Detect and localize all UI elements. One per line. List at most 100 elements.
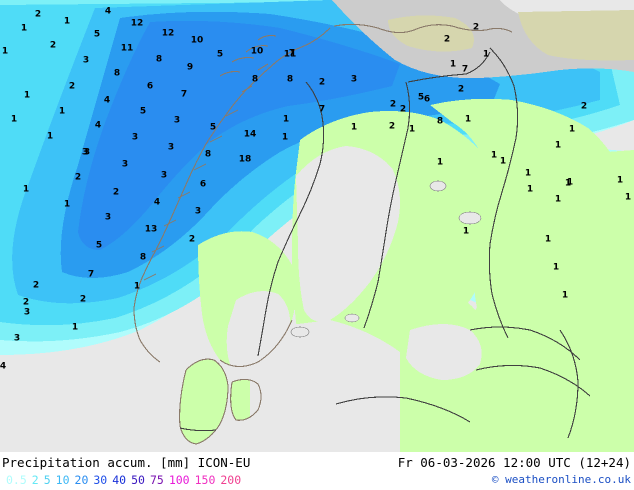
precip-value-label: 3 [160, 170, 168, 181]
precip-value-label: 1 [464, 114, 472, 125]
legend-tick-40: 40 [112, 473, 127, 487]
legend-tick-0.5: 0.5 [6, 473, 27, 487]
precip-value-label: 3 [350, 74, 358, 85]
precip-value-label: 2 [443, 34, 451, 45]
precip-value-label: 1 [23, 90, 31, 101]
precip-value-label: 3 [173, 115, 181, 126]
precip-value-label: 14 [243, 129, 257, 140]
precip-value-label: 7 [288, 48, 296, 59]
precip-value-label: 3 [121, 159, 129, 170]
precip-value-label: 7 [180, 89, 188, 100]
precip-value-label: 4 [103, 95, 111, 106]
precip-value-label: 7 [318, 104, 326, 115]
precip-value-label: 6 [199, 179, 207, 190]
precip-value-label: 8 [251, 74, 259, 85]
legend-tick-50: 50 [131, 473, 145, 487]
precip-value-label: 1 [436, 157, 444, 168]
precip-value-label: 2 [399, 104, 407, 115]
precip-value-label: 6 [423, 94, 431, 105]
precip-value-label: 12 [161, 28, 175, 39]
precipitation-map[interactable]: 2 4 1 12 12 1 5 10 2 11 10 1 11 3 8 9 7 8 6 2 7 5 8 4 1 5 8 3 1 5 1 4 3 3… [0, 0, 634, 452]
legend-tick-2: 2 [31, 473, 39, 487]
precip-value-label: 10 [250, 46, 264, 57]
precip-value-label: 1 [63, 16, 71, 27]
color-scale-legend: 0.5 2 5 10 20 30 40 50 75 100 150 200 [6, 473, 246, 487]
precip-value-label: 1 [58, 106, 66, 117]
precip-value-label: 4 [104, 6, 112, 17]
precip-value-label: 2 [32, 280, 40, 291]
precip-value-label: 2 [49, 40, 57, 51]
legend-tick-200: 200 [220, 473, 242, 487]
precip-value-label: 12 [130, 18, 144, 29]
precip-value-label: 1 [624, 192, 632, 203]
precip-value-label: 3 [82, 55, 90, 66]
precip-value-label: 7 [461, 64, 469, 75]
legend-tick-75: 75 [149, 473, 164, 487]
precip-value-label: 3 [167, 142, 175, 153]
precip-value-label: 1 [524, 168, 532, 179]
precip-value-label: 4 [153, 197, 161, 208]
precip-value-label: 3 [81, 147, 89, 158]
legend-tick-100: 100 [168, 473, 190, 487]
precip-value-label: 1 [408, 124, 416, 135]
precip-value-label: 2 [389, 99, 397, 110]
precip-value-label: 3 [131, 132, 139, 143]
precip-value-label: 1 [46, 131, 54, 142]
precip-value-label: 1 [1, 46, 9, 57]
precip-value-label: 3 [194, 206, 202, 217]
precip-value-label: 1 [526, 184, 534, 195]
precip-value-label: 2 [472, 22, 480, 33]
lakes [290, 180, 482, 338]
precip-value-label: 8 [113, 68, 121, 79]
arctic-nodata-band [332, 0, 634, 79]
precip-value-label: 1 [566, 177, 574, 188]
precip-value-label: 1 [482, 49, 490, 60]
precip-value-label: 11 [283, 49, 297, 60]
precip-value-label: 9 [186, 62, 194, 73]
precip-value-label: 3 [13, 333, 21, 344]
precip-value-label: 18 [238, 154, 252, 165]
map-footer: Precipitation accum. [mm] ICON-EU Fr 06-… [0, 452, 634, 490]
precip-value-label: 1 [544, 234, 552, 245]
precip-value-label: 1 [561, 290, 569, 301]
precip-value-label: 13 [144, 224, 158, 235]
national-borders [179, 47, 591, 439]
precip-value-label: 1 [449, 59, 457, 70]
precip-value-label: 8 [155, 54, 163, 65]
precip-value-label: 5 [95, 240, 103, 251]
copyright-notice: © weatheronline.co.uk [491, 473, 631, 486]
precip-value-label: 3 [23, 307, 31, 318]
precip-value-label: 2 [457, 84, 465, 95]
precip-value-label: 2 [112, 187, 120, 198]
precip-value-label: 1 [133, 281, 141, 292]
precip-value-label: 2 [68, 81, 76, 92]
precip-value-label: 1 [552, 262, 560, 273]
precip-value-label: 1 [499, 156, 507, 167]
map-title: Precipitation accum. [mm] ICON-EU [2, 455, 251, 470]
precip-value-label: 4 [0, 361, 7, 372]
legend-tick-30: 30 [93, 473, 108, 487]
precip-value-label: 2 [318, 77, 326, 88]
precip-value-label: 1 [462, 226, 470, 237]
precip-value-label: 8 [204, 149, 212, 160]
precip-value-label: 2 [79, 294, 87, 305]
map-canvas [0, 0, 634, 452]
precip-value-label: 1 [20, 23, 28, 34]
precip-value-label: 1 [564, 178, 572, 189]
precip-value-label: 1 [554, 194, 562, 205]
precip-value-label: 2 [580, 101, 588, 112]
precip-value-label: 3 [83, 147, 91, 158]
precip-value-label: 5 [93, 29, 101, 40]
precip-value-label: 1 [22, 184, 30, 195]
precip-value-label: 8 [436, 116, 444, 127]
precip-value-label: 1 [350, 122, 358, 133]
precip-value-label: 2 [22, 297, 30, 308]
coastline [133, 23, 513, 445]
valid-time-stamp: Fr 06-03-2026 12:00 UTC (12+24) [397, 455, 631, 470]
precip-value-label: 1 [10, 114, 18, 125]
precip-value-label: 2 [188, 234, 196, 245]
precip-value-label: 8 [286, 74, 294, 85]
precip-value-label: 1 [568, 124, 576, 135]
legend-tick-10: 10 [55, 473, 70, 487]
